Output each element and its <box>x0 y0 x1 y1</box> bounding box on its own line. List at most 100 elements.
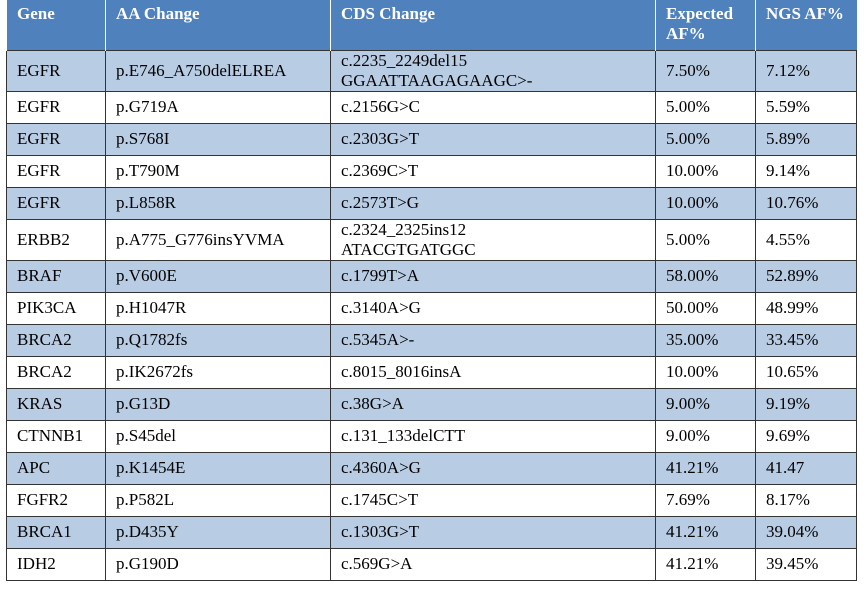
table-row: BRAF p.V600E c.1799T>A 58.00% 52.89% <box>6 259 857 293</box>
table-cell: 50.00% <box>655 291 756 325</box>
header-cell: Expected AF% <box>655 0 756 50</box>
table-cell: 9.14% <box>755 154 857 188</box>
header-cell: NGS AF% <box>755 0 857 50</box>
table-cell: p.E746_A750delELREA <box>105 49 331 92</box>
table-cell: 9.19% <box>755 387 857 421</box>
table-row: FGFR2 p.P582L c.1745C>T 7.69% 8.17% <box>6 483 857 517</box>
header-row: Gene AA Change CDS Change Expected AF% NGS A… <box>6 0 857 50</box>
table-cell: c.1303G>T <box>330 515 656 549</box>
table-cell: p.D435Y <box>105 515 331 549</box>
table-row: CTNNB1 p.S45del c.131_133delCTT 9.00% 9.69% <box>6 419 857 453</box>
table-cell: p.V600E <box>105 259 331 293</box>
table-cell: c.2369C>T <box>330 154 656 188</box>
table-cell: 5.89% <box>755 122 857 156</box>
table-cell: p.S45del <box>105 419 331 453</box>
table-cell: c.1745C>T <box>330 483 656 517</box>
table-cell: 9.00% <box>655 419 756 453</box>
table-cell: 10.00% <box>655 355 756 389</box>
table-cell: ERBB2 <box>6 218 106 261</box>
table-row: BRCA1 p.D435Y c.1303G>T 41.21% 39.04% <box>6 515 857 549</box>
table-cell: 5.59% <box>755 90 857 124</box>
table-cell: 4.55% <box>755 218 857 261</box>
table-cell: APC <box>6 451 106 485</box>
table-cell: c.4360A>G <box>330 451 656 485</box>
header-cell: Gene <box>6 0 106 50</box>
table-cell: 39.45% <box>755 547 857 581</box>
table-cell: 7.50% <box>655 49 756 92</box>
table-cell: 5.00% <box>655 218 756 261</box>
table-cell: 10.65% <box>755 355 857 389</box>
table-row: EGFR p.G719A c.2156G>C 5.00% 5.59% <box>6 90 857 124</box>
table-cell: 5.00% <box>655 122 756 156</box>
table-cell: p.H1047R <box>105 291 331 325</box>
table-cell: BRCA2 <box>6 355 106 389</box>
table-cell: 9.69% <box>755 419 857 453</box>
table-row: EGFR p.L858R c.2573T>G 10.00% 10.76% <box>6 186 857 220</box>
table-row: KRAS p.G13D c.38G>A 9.00% 9.19% <box>6 387 857 421</box>
table-row: BRCA2 p.IK2672fs c.8015_8016insA 10.00% 10.6… <box>6 355 857 389</box>
table-cell: c.2235_2249del15 GGAATTAAGAGAAGC>- <box>330 49 656 92</box>
table-cell: p.T790M <box>105 154 331 188</box>
table-cell: c.2303G>T <box>330 122 656 156</box>
table-cell: p.IK2672fs <box>105 355 331 389</box>
table-cell: 58.00% <box>655 259 756 293</box>
table-cell: c.569G>A <box>330 547 656 581</box>
table-cell: EGFR <box>6 154 106 188</box>
table-cell: 33.45% <box>755 323 857 357</box>
table-row: IDH2 p.G190D c.569G>A 41.21% 39.45% <box>6 547 857 581</box>
table-cell: p.G13D <box>105 387 331 421</box>
table-cell: 41.21% <box>655 451 756 485</box>
table-cell: c.3140A>G <box>330 291 656 325</box>
table-cell: p.G190D <box>105 547 331 581</box>
table-wrap: Gene AA Change CDS Change Expected AF% NGS A… <box>6 0 857 581</box>
table-cell: 48.99% <box>755 291 857 325</box>
table-cell: IDH2 <box>6 547 106 581</box>
table-cell: c.2156G>C <box>330 90 656 124</box>
header-cell: AA Change <box>105 0 331 50</box>
table-cell: BRAF <box>6 259 106 293</box>
table-cell: c.131_133delCTT <box>330 419 656 453</box>
table-cell: FGFR2 <box>6 483 106 517</box>
table-cell: p.K1454E <box>105 451 331 485</box>
table-cell: c.2573T>G <box>330 186 656 220</box>
table-cell: 10.00% <box>655 154 756 188</box>
table-row: APC p.K1454E c.4360A>G 41.21% 41.47 <box>6 451 857 485</box>
table-cell: 41.21% <box>655 515 756 549</box>
table-cell: c.8015_8016insA <box>330 355 656 389</box>
table-cell: 5.00% <box>655 90 756 124</box>
table-cell: c.2324_2325ins12 ATACGTGATGGC <box>330 218 656 261</box>
table-cell: 39.04% <box>755 515 857 549</box>
table-cell: KRAS <box>6 387 106 421</box>
table-cell: c.1799T>A <box>330 259 656 293</box>
table-cell: EGFR <box>6 49 106 92</box>
table-cell: p.S768I <box>105 122 331 156</box>
variant-table: Gene AA Change CDS Change Expected AF% NGS A… <box>6 0 857 581</box>
table-cell: p.L858R <box>105 186 331 220</box>
table-cell: c.38G>A <box>330 387 656 421</box>
table-cell: PIK3CA <box>6 291 106 325</box>
table-body: EGFR p.E746_A750delELREA c.2235_2249del15 … <box>6 49 857 581</box>
table-cell: p.Q1782fs <box>105 323 331 357</box>
table-cell: p.P582L <box>105 483 331 517</box>
table-row: ERBB2 p.A775_G776insYVMA c.2324_2325ins12 … <box>6 218 857 261</box>
table-cell: 52.89% <box>755 259 857 293</box>
table-cell: 35.00% <box>655 323 756 357</box>
table-cell: 8.17% <box>755 483 857 517</box>
table-row: EGFR p.E746_A750delELREA c.2235_2249del15 … <box>6 49 857 92</box>
table-cell: 41.47 <box>755 451 857 485</box>
table-cell: EGFR <box>6 186 106 220</box>
table-cell: 10.00% <box>655 186 756 220</box>
table-row: PIK3CA p.H1047R c.3140A>G 50.00% 48.99% <box>6 291 857 325</box>
header-cell: CDS Change <box>330 0 656 50</box>
table-cell: EGFR <box>6 90 106 124</box>
table-cell: 7.12% <box>755 49 857 92</box>
table-cell: 10.76% <box>755 186 857 220</box>
table-row: EGFR p.S768I c.2303G>T 5.00% 5.89% <box>6 122 857 156</box>
table-row: BRCA2 p.Q1782fs c.5345A>- 35.00% 33.45% <box>6 323 857 357</box>
table-cell: 7.69% <box>655 483 756 517</box>
table-cell: 41.21% <box>655 547 756 581</box>
table-cell: p.A775_G776insYVMA <box>105 218 331 261</box>
table-cell: BRCA1 <box>6 515 106 549</box>
table-cell: p.G719A <box>105 90 331 124</box>
